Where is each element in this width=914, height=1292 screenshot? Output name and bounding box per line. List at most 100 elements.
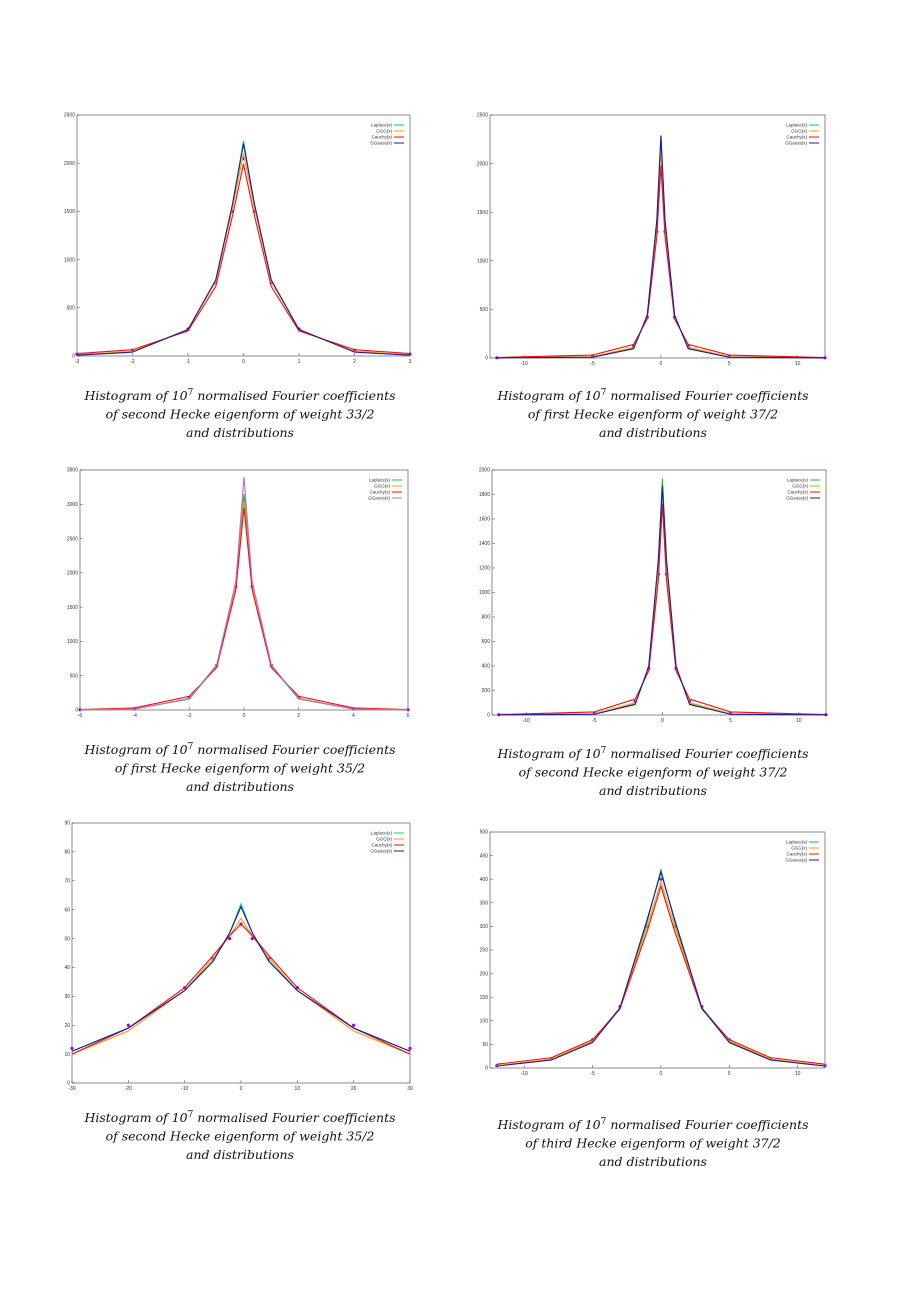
x-tick-label: 0 bbox=[242, 359, 245, 365]
y-tick-label: 200 bbox=[482, 688, 491, 694]
caption-exponent: 7 bbox=[188, 1110, 194, 1120]
y-tick-label: 600 bbox=[482, 639, 491, 645]
caption-line: Histogram of 107 normalised Fourier coef… bbox=[496, 1117, 808, 1132]
caption-exponent: 7 bbox=[601, 746, 607, 756]
figure-panel: -10 -5 0 5 10 0 200 400 600 800 1000 1200 1400 1600 18… bbox=[479, 468, 828, 798]
caption-text: Histogram of 10 bbox=[83, 1110, 187, 1125]
x-tick-label: -20 bbox=[125, 1086, 132, 1092]
figure-panel: -10 -5 0 5 10050100150200250300350400450500L… bbox=[480, 830, 827, 1169]
caption-text: normalised Fourier coefficients bbox=[193, 388, 395, 403]
y-tick-label: 0 bbox=[487, 713, 490, 719]
y-tick-label: 500 bbox=[480, 307, 489, 313]
y-tick-label: 50 bbox=[482, 1042, 488, 1048]
histogram-point bbox=[228, 936, 232, 941]
fit-curve bbox=[496, 884, 826, 1065]
x-tick-label: 10 bbox=[796, 718, 802, 724]
figure-panel: -10 -5 0 5 1005001000150020002500Laplace(x)G… bbox=[477, 113, 827, 440]
x-tick-label: -10 bbox=[521, 1071, 528, 1077]
y-tick-label: 400 bbox=[482, 664, 491, 670]
legend-label: GGG(x) bbox=[376, 837, 392, 842]
plot-frame bbox=[76, 114, 411, 357]
legend-label: GGauss(x) bbox=[368, 496, 390, 501]
caption-line: and distributions bbox=[186, 425, 294, 440]
caption-line: of third Hecke eigenform of weight 37/2 bbox=[525, 1136, 781, 1151]
y-tick-label: 20 bbox=[64, 1023, 70, 1029]
caption-exponent: 7 bbox=[601, 388, 607, 398]
legend-label: Laplace(x) bbox=[369, 478, 391, 483]
figure-panel: -6 -4 -2 0 2 4 6 0 500 1000 1500 2000 2500 3000 3500 La… bbox=[67, 468, 410, 794]
fit-curve bbox=[79, 507, 409, 711]
x-tick-label: 1 bbox=[298, 359, 301, 365]
x-tick-label: -5 bbox=[590, 1071, 595, 1077]
caption-line: of first Hecke eigenform of weight 35/2 bbox=[115, 761, 365, 776]
x-tick-label: 0 bbox=[661, 718, 664, 724]
plot-frame bbox=[491, 469, 827, 716]
x-tick-label: -4 bbox=[132, 713, 137, 719]
y-tick-label: 2000 bbox=[477, 161, 488, 167]
legend-label: GGG(x) bbox=[791, 846, 807, 851]
x-tick-label: 0 bbox=[243, 713, 246, 719]
legend-label: Cauchy(x) bbox=[369, 490, 390, 495]
x-tick-label: 10 bbox=[795, 1071, 801, 1077]
y-tick-label: 1200 bbox=[479, 566, 490, 572]
caption-line: and distributions bbox=[599, 783, 707, 798]
x-tick-label: -2 bbox=[130, 359, 135, 365]
y-tick-label: 2500 bbox=[67, 536, 78, 542]
x-tick-label: 10 bbox=[795, 361, 801, 367]
x-tick-label: -1 bbox=[186, 359, 191, 365]
y-tick-label: 2000 bbox=[479, 468, 490, 474]
y-tick-label: 1400 bbox=[479, 541, 490, 547]
fit-curve bbox=[496, 135, 826, 359]
caption-text: Histogram of 10 bbox=[83, 388, 187, 403]
y-tick-label: 1000 bbox=[477, 259, 488, 265]
caption-line: Histogram of 107 normalised Fourier coef… bbox=[496, 746, 808, 761]
x-tick-label: -10 bbox=[521, 361, 528, 367]
x-tick-label: -3 bbox=[75, 359, 80, 365]
fit-curve bbox=[71, 902, 411, 1052]
legend-label: Cauchy(x) bbox=[786, 852, 807, 857]
x-tick-label: 3 bbox=[409, 359, 412, 365]
caption-text: normalised Fourier coefficients bbox=[606, 388, 808, 403]
y-tick-label: 450 bbox=[480, 853, 489, 859]
caption-text: Histogram of 10 bbox=[83, 742, 187, 757]
y-tick-label: 30 bbox=[64, 994, 70, 1000]
caption-exponent: 7 bbox=[188, 742, 194, 752]
legend-label: Laplace(x) bbox=[786, 840, 808, 845]
y-tick-label: 400 bbox=[480, 877, 489, 883]
x-tick-label: -2 bbox=[187, 713, 192, 719]
legend-label: GGG(x) bbox=[376, 129, 392, 134]
plot-frame bbox=[489, 831, 826, 1069]
legend-label: GGauss(x) bbox=[786, 496, 808, 501]
caption-text: Histogram of 10 bbox=[496, 388, 600, 403]
fit-curve bbox=[498, 485, 827, 716]
legend-label: GGauss(x) bbox=[785, 858, 807, 863]
x-tick-label: -30 bbox=[68, 1086, 75, 1092]
fit-curve bbox=[71, 923, 411, 1055]
fit-curve bbox=[496, 148, 826, 359]
x-tick-label: -5 bbox=[592, 718, 597, 724]
legend-label: GGG(x) bbox=[791, 129, 807, 134]
histogram-point bbox=[250, 936, 254, 941]
fit-curve bbox=[76, 143, 411, 356]
y-tick-label: 1500 bbox=[67, 605, 78, 611]
legend-label: GGauss(x) bbox=[370, 141, 392, 146]
legend-label: Laplace(x) bbox=[786, 123, 808, 128]
caption-text: normalised Fourier coefficients bbox=[606, 746, 808, 761]
plot-frame bbox=[71, 822, 411, 1084]
fit-curve bbox=[496, 879, 826, 1067]
x-tick-label: -5 bbox=[590, 361, 595, 367]
caption-text: Histogram of 10 bbox=[496, 1117, 600, 1132]
y-tick-label: 3000 bbox=[67, 502, 78, 508]
x-tick-label: 5 bbox=[728, 1071, 731, 1077]
x-tick-label: 5 bbox=[729, 718, 732, 724]
legend-label: Laplace(x) bbox=[787, 478, 809, 483]
legend-label: Cauchy(x) bbox=[787, 490, 808, 495]
histogram-point bbox=[126, 1023, 130, 1027]
y-tick-label: 40 bbox=[64, 965, 70, 971]
caption-line: of second Hecke eigenform of weight 37/2 bbox=[519, 765, 788, 780]
y-tick-label: 0 bbox=[67, 1081, 70, 1087]
caption-exponent: 7 bbox=[188, 388, 194, 398]
y-tick-label: 50 bbox=[64, 936, 70, 942]
caption-text: normalised Fourier coefficients bbox=[193, 742, 395, 757]
